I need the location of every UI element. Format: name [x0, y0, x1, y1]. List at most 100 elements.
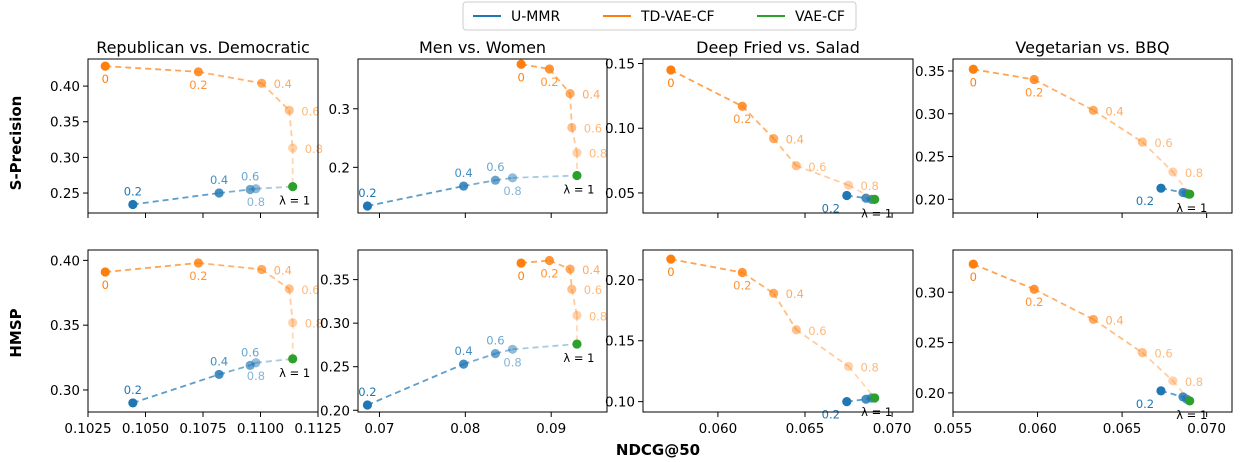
point-label-td-vae-cf: 0.8: [861, 179, 879, 193]
x-tick-label: 0.060: [699, 421, 738, 437]
point-td-vae-cf: [572, 310, 582, 320]
chart-panel-6: 0.200.250.300.350.07 0.08 0.090.20.40.60.8…: [320, 249, 608, 437]
series-line-td-vae-cf: [570, 127, 578, 153]
point-u-mmr: [1156, 386, 1166, 396]
series-line-td-vae-cf: [1172, 171, 1191, 195]
point-td-vae-cf: [737, 101, 747, 111]
point-label-td-vae-cf: 0: [102, 72, 109, 86]
x-tick-label: 0.09: [536, 421, 566, 437]
x-tick-label: 0.055: [934, 421, 973, 437]
point-label-u-mmr: 0.8: [247, 195, 265, 209]
point-vae-cf: [870, 194, 880, 205]
point-label-td-vae-cf: 0.8: [1185, 166, 1203, 180]
point-label-td-vae-cf: 0.8: [861, 360, 879, 374]
point-label-td-vae-cf: 0.6: [301, 104, 319, 118]
point-u-mmr: [490, 175, 500, 185]
y-tick-label: 0.05: [605, 186, 635, 202]
point-td-vae-cf: [516, 258, 526, 268]
legend-label-vae-cf: VAE-CF: [795, 9, 845, 25]
series-line-td-vae-cf: [570, 289, 578, 316]
plot-frame: [357, 249, 608, 413]
point-u-mmr: [214, 369, 224, 380]
point-label-td-vae-cf: 0.2: [1025, 295, 1043, 309]
point-td-vae-cf: [666, 65, 676, 75]
point-vae-cf: [288, 182, 298, 192]
y-tick-label: 0.35: [50, 318, 80, 334]
legend-label-td-vae-cf: TD-VAE-CF: [640, 9, 715, 25]
x-tick-label: 0.1050: [122, 421, 169, 437]
series-line-u-mmr: [463, 352, 496, 365]
point-td-vae-cf: [968, 259, 978, 269]
point-label-u-mmr: 0.2: [1136, 194, 1154, 208]
point-label-u-mmr: 0.2: [124, 184, 142, 198]
x-axis-label: NDCG@50: [616, 441, 700, 459]
x-tick-label: 0.065: [1103, 421, 1142, 437]
point-label-td-vae-cf: 0.4: [274, 77, 292, 91]
series-line-td-vae-cf: [198, 70, 262, 85]
series-line-td-vae-cf: [548, 68, 571, 95]
point-label-u-mmr: 0.6: [486, 160, 504, 174]
point-label-u-mmr: 0.8: [503, 184, 521, 198]
point-label-u-mmr: 0.4: [454, 166, 472, 180]
plot-frame: [952, 249, 1233, 413]
series-line-td-vae-cf: [772, 138, 797, 167]
x-tick-label: 0.1025: [64, 421, 111, 437]
point-label-td-vae-cf: 0.6: [808, 160, 826, 174]
series-line-td-vae-cf: [198, 262, 262, 271]
chart-title: Men vs. Women: [419, 38, 546, 57]
x-tick-label: 0.070: [873, 421, 912, 437]
point-label-u-mmr: 0.6: [241, 345, 259, 359]
series-line-u-mmr: [463, 179, 496, 187]
series-line-td-vae-cf: [521, 259, 550, 264]
point-td-vae-cf: [100, 61, 110, 71]
point-label-td-vae-cf: 0.4: [582, 88, 600, 102]
y-tick-label: 0.3: [329, 102, 350, 118]
chart-panel-1: Republican vs. Democratic 0.25 0.30 0.35 0.4…: [50, 38, 323, 218]
point-td-vae-cf: [193, 67, 203, 77]
point-label-td-vae-cf: 0.6: [301, 283, 319, 297]
point-u-mmr: [842, 397, 852, 407]
point-label-u-mmr: 0.4: [210, 173, 228, 187]
y-tick-label: 0.40: [50, 253, 80, 269]
y-tick-label: 0.15: [605, 57, 635, 73]
point-label-u-mmr: 0.8: [247, 369, 265, 383]
point-label-u-mmr: 0.2: [358, 385, 376, 399]
point-td-vae-cf: [288, 143, 298, 153]
y-tick-label: 0.15: [605, 334, 635, 350]
x-tick-label: 0.070: [1187, 421, 1226, 437]
series-line-u-mmr: [367, 185, 464, 207]
point-label-td-vae-cf: 0.2: [1025, 86, 1043, 100]
lambda-label: λ = 1: [1176, 408, 1207, 422]
series-line-td-vae-cf: [772, 292, 798, 331]
point-label-td-vae-cf: 0: [102, 278, 109, 292]
x-tick-label: 0.08: [450, 421, 480, 437]
series-line-td-vae-cf: [288, 288, 294, 323]
point-td-vae-cf: [1088, 105, 1098, 115]
point-label-td-vae-cf: 0: [667, 265, 674, 279]
chart-panel-4: Vegetarian vs. BBQ0.200.250.300.350.200.…: [915, 38, 1233, 218]
series-line-u-mmr: [512, 174, 577, 179]
point-label-u-mmr: 0.2: [822, 408, 840, 422]
series-line-u-mmr: [132, 192, 220, 206]
series-line-td-vae-cf: [741, 271, 775, 294]
series-line-td-vae-cf: [261, 82, 290, 111]
point-label-u-mmr: 0.8: [503, 355, 521, 369]
point-td-vae-cf: [769, 133, 779, 144]
point-label-td-vae-cf: 0: [970, 75, 977, 89]
series-line-u-mmr: [255, 185, 293, 190]
point-label-td-vae-cf: 0.4: [1105, 104, 1123, 118]
y-tick-label: 0.20: [605, 273, 635, 289]
panels: Republican vs. Democratic0.250.300.350.4…: [50, 38, 1233, 437]
point-label-td-vae-cf: 0.6: [1154, 136, 1172, 150]
chart-panel-8: 0.200.250.300.055 0.060 0.065 0.0700.200.20…: [915, 249, 1233, 437]
point-vae-cf: [572, 170, 582, 181]
point-label-td-vae-cf: 0.4: [582, 263, 600, 277]
point-td-vae-cf: [791, 161, 801, 171]
point-label-u-mmr: 0.6: [486, 334, 504, 348]
lambda-label: λ = 1: [279, 194, 310, 208]
chart-title: Vegetarian vs. BBQ: [1015, 38, 1169, 57]
point-td-vae-cf: [567, 284, 577, 294]
point-u-mmr: [245, 184, 255, 195]
point-label-td-vae-cf: 0.6: [808, 324, 826, 338]
y-tick-label: 0.30: [915, 285, 945, 301]
